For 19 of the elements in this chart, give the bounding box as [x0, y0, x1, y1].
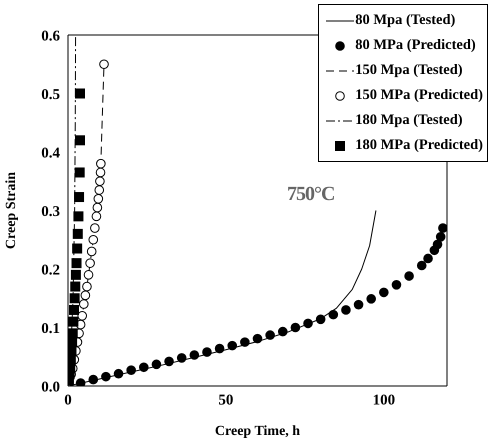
legend-label: 150 MPa (Predicted)	[355, 86, 483, 105]
y-tick-label: 0.4	[41, 145, 60, 162]
y-tick-label: 0.5	[41, 86, 60, 103]
y-tick-label: 0.2	[41, 262, 60, 278]
legend-label: 80 Mpa (Tested)	[355, 11, 456, 30]
legend-label: 180 Mpa (Tested)	[355, 111, 463, 130]
y-tick-label: 0.6	[41, 28, 60, 44]
y-tick-label: 0.3	[41, 204, 60, 220]
y-axis-title: Creep Strain	[4, 172, 19, 250]
legend-label: 150 Mpa (Tested)	[355, 61, 463, 80]
x-tick-label: 100	[372, 392, 396, 409]
y-tick-label: 0.1	[41, 320, 60, 337]
annotation: 750°C	[287, 183, 334, 206]
x-tick-label: 50	[218, 392, 234, 409]
y-tick-label: 0.0	[41, 379, 60, 396]
x-axis-title: Creep Time, h	[214, 424, 300, 439]
legend-label: 80 MPa (Predicted)	[355, 36, 476, 55]
x-tick-label: 0	[64, 392, 72, 409]
legend-label: 180 MPa (Predicted)	[355, 136, 483, 155]
